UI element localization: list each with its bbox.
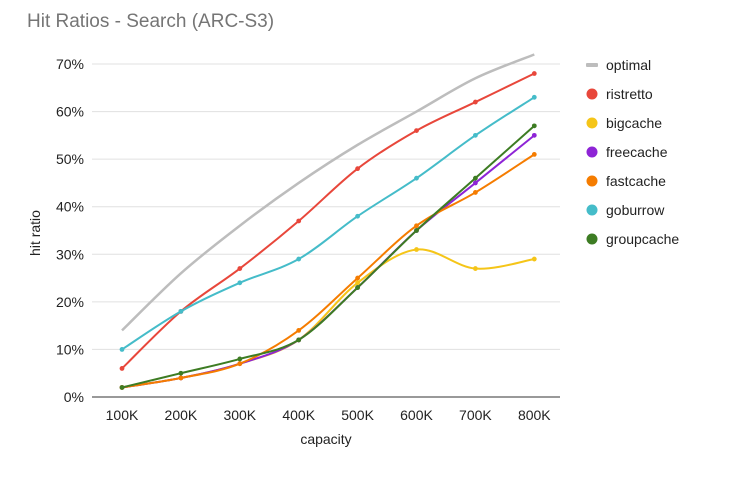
legend-label: ristretto: [606, 86, 653, 102]
series-groupcache: [119, 123, 537, 390]
series-line: [121, 153, 535, 389]
legend-item-fastcache: fastcache: [586, 173, 666, 189]
data-point: [473, 266, 478, 271]
x-axis-label: capacity: [300, 431, 351, 447]
data-point: [355, 280, 360, 286]
data-point: [473, 190, 478, 195]
y-tick-label: 10%: [56, 341, 84, 357]
legend-item-freecache: freecache: [586, 144, 668, 160]
data-point: [296, 256, 302, 262]
legend: optimal ristretto bigcache freecache fastcac…: [586, 57, 679, 247]
data-point: [531, 256, 537, 262]
legend-swatch: [586, 204, 598, 216]
data-point: [237, 356, 243, 362]
x-tick-label: 300K: [223, 407, 256, 423]
series-line: [121, 96, 535, 351]
y-tick-label: 60%: [56, 104, 84, 120]
data-point: [237, 266, 243, 271]
data-point: [531, 132, 537, 138]
data-point: [531, 94, 537, 100]
gridlines: [92, 63, 560, 398]
legend-label: goburrow: [606, 202, 665, 218]
x-axis-ticks: 100K 200K 300K 400K 500K 600K 700K 800K: [106, 407, 552, 423]
data-point: [531, 71, 537, 76]
legend-swatch: [586, 117, 598, 129]
series-line: [121, 125, 535, 389]
series-bigcache: [119, 247, 537, 390]
data-point: [355, 275, 360, 281]
legend-swatch: [586, 175, 598, 187]
legend-swatch: [586, 233, 598, 245]
data-point: [473, 132, 478, 138]
data-point: [178, 375, 184, 381]
legend-label: bigcache: [606, 115, 662, 131]
data-point: [414, 247, 419, 252]
series-ristretto: [119, 71, 537, 371]
data-point: [355, 166, 360, 172]
y-tick-label: 0%: [64, 389, 84, 405]
data-point: [473, 99, 478, 105]
chart-title: Hit Ratios - Search (ARC-S3): [27, 11, 274, 32]
legend-item-groupcache: groupcache: [586, 231, 679, 247]
data-point: [414, 175, 419, 181]
data-point: [296, 218, 302, 224]
legend-item-optimal: optimal: [586, 57, 651, 73]
legend-item-bigcache: bigcache: [586, 115, 662, 131]
legend-label: optimal: [606, 57, 651, 73]
legend-label: freecache: [606, 144, 668, 160]
series-freecache: [119, 132, 537, 390]
y-tick-label: 20%: [56, 294, 84, 310]
series-goburrow: [119, 94, 537, 352]
data-point: [119, 347, 125, 352]
x-tick-label: 700K: [459, 407, 492, 423]
legend-label: groupcache: [606, 231, 679, 247]
data-point: [296, 337, 302, 343]
y-tick-label: 70%: [56, 56, 84, 72]
y-tick-label: 50%: [56, 151, 84, 167]
data-point: [414, 228, 419, 233]
x-tick-label: 600K: [400, 407, 433, 423]
x-tick-label: 400K: [282, 407, 315, 423]
y-axis-ticks: 0% 10% 20% 30% 40% 50% 60% 70%: [56, 56, 84, 405]
x-tick-label: 500K: [341, 407, 374, 423]
series-line: [121, 53, 535, 332]
series-optimal: [121, 53, 535, 332]
y-tick-label: 30%: [56, 246, 84, 262]
data-point: [355, 213, 360, 219]
series-lines: [119, 53, 537, 390]
data-point: [119, 366, 125, 371]
legend-swatch: [586, 63, 598, 67]
x-tick-label: 800K: [518, 407, 551, 423]
y-axis-label: hit ratio: [27, 210, 43, 256]
data-point: [531, 123, 537, 129]
legend-item-ristretto: ristretto: [586, 86, 653, 102]
x-tick-label: 100K: [106, 407, 139, 423]
data-point: [237, 361, 243, 367]
x-tick-label: 200K: [165, 407, 198, 423]
data-point: [178, 370, 184, 376]
data-point: [119, 385, 125, 390]
series-line: [121, 72, 535, 370]
data-point: [237, 280, 243, 286]
data-point: [473, 175, 478, 181]
data-point: [531, 151, 537, 157]
data-point: [473, 180, 478, 186]
data-point: [355, 285, 360, 290]
data-point: [414, 128, 419, 134]
legend-item-goburrow: goburrow: [586, 202, 665, 218]
data-point: [296, 328, 302, 333]
legend-swatch: [586, 146, 598, 158]
y-tick-label: 40%: [56, 199, 84, 215]
legend-swatch: [586, 88, 598, 100]
data-point: [414, 223, 419, 229]
data-point: [178, 308, 184, 314]
legend-label: fastcache: [606, 173, 666, 189]
